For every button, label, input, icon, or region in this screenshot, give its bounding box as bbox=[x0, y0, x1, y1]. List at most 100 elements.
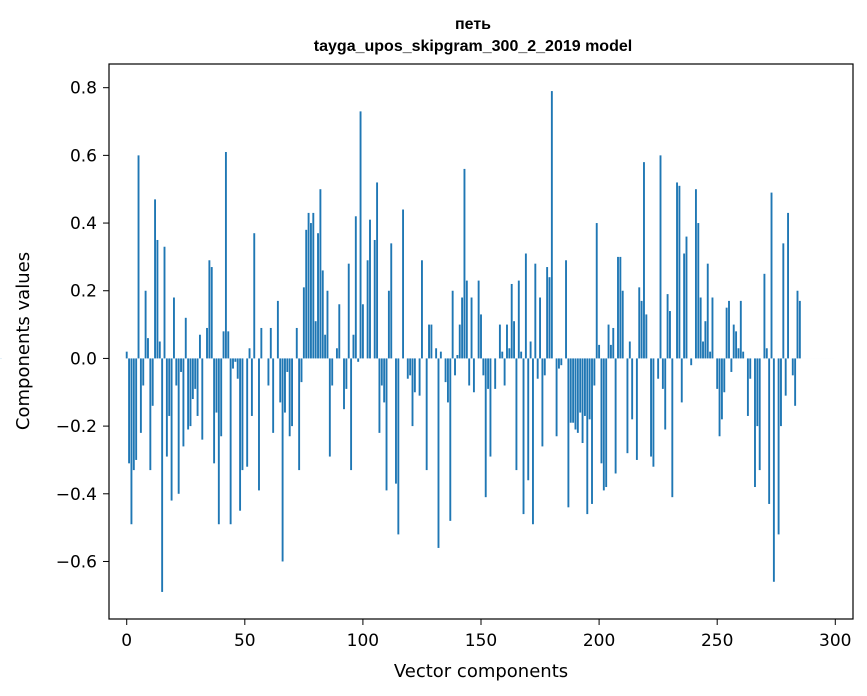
bar-258 bbox=[735, 331, 738, 359]
bar-106 bbox=[376, 182, 379, 359]
bar-129 bbox=[430, 324, 433, 359]
bar-36 bbox=[210, 267, 213, 359]
bar-166 bbox=[517, 280, 520, 359]
bar-213 bbox=[628, 341, 631, 359]
bar-72 bbox=[295, 327, 298, 359]
bar-80 bbox=[314, 321, 317, 359]
bar-220 bbox=[645, 314, 648, 359]
bar-60 bbox=[267, 358, 270, 386]
bar-8 bbox=[144, 290, 147, 359]
bar-168 bbox=[522, 358, 525, 515]
bar-4 bbox=[135, 358, 138, 460]
bar-217 bbox=[638, 287, 641, 359]
bar-93 bbox=[345, 358, 348, 389]
y-tick-label: −0.2 bbox=[56, 417, 97, 437]
bar-66 bbox=[281, 358, 284, 562]
bar-216 bbox=[635, 358, 638, 460]
bar-127 bbox=[425, 358, 428, 471]
bar-225 bbox=[657, 358, 660, 379]
bar-54 bbox=[253, 233, 256, 359]
bar-89 bbox=[335, 348, 338, 359]
bar-212 bbox=[626, 358, 629, 454]
bar-41 bbox=[222, 331, 225, 359]
bar-284 bbox=[796, 290, 799, 359]
bar-100 bbox=[361, 304, 364, 359]
bar-236 bbox=[683, 253, 686, 359]
bar-227 bbox=[661, 358, 664, 389]
bar-266 bbox=[754, 358, 756, 488]
bar-49 bbox=[241, 358, 244, 471]
bar-159 bbox=[501, 351, 504, 359]
bar-109 bbox=[383, 358, 386, 403]
y-axis-label: Components values bbox=[13, 252, 34, 430]
bar-1 bbox=[128, 358, 131, 464]
bar-223 bbox=[652, 358, 655, 467]
bar-203 bbox=[605, 358, 608, 488]
bar-62 bbox=[272, 358, 275, 433]
bar-0 bbox=[125, 351, 128, 359]
bar-22 bbox=[177, 358, 180, 494]
bar-276 bbox=[777, 358, 780, 535]
bar-78 bbox=[310, 223, 312, 359]
bar-229 bbox=[666, 294, 669, 359]
bar-244 bbox=[702, 341, 704, 359]
bar-117 bbox=[402, 209, 404, 359]
bar-115 bbox=[397, 358, 400, 535]
bar-233 bbox=[676, 182, 678, 359]
x-axis-ticks: 0 50 100 150 200 250 300 bbox=[121, 619, 852, 651]
bar-24 bbox=[182, 358, 185, 447]
bar-23 bbox=[180, 358, 182, 372]
bar-184 bbox=[560, 358, 563, 366]
bar-179 bbox=[548, 277, 551, 359]
bar-37 bbox=[213, 358, 216, 464]
bar-79 bbox=[312, 212, 315, 359]
bar-208 bbox=[617, 256, 619, 359]
bar-199 bbox=[595, 223, 598, 359]
bar-210 bbox=[621, 290, 624, 359]
bar-122 bbox=[413, 358, 416, 393]
bar-263 bbox=[746, 358, 749, 416]
x-tick-label: 300 bbox=[819, 631, 851, 651]
bar-174 bbox=[536, 358, 539, 379]
bar-14 bbox=[158, 341, 161, 359]
bar-160 bbox=[503, 358, 506, 386]
bar-151 bbox=[482, 358, 485, 376]
bar-154 bbox=[489, 358, 492, 457]
bar-274 bbox=[772, 358, 775, 582]
bar-206 bbox=[612, 327, 615, 359]
bar-260 bbox=[739, 300, 742, 359]
bar-196 bbox=[588, 358, 591, 420]
bar-180 bbox=[550, 91, 553, 359]
bar-16 bbox=[163, 246, 166, 359]
bar-144 bbox=[465, 280, 468, 359]
bar-34 bbox=[206, 327, 208, 359]
bar-171 bbox=[529, 341, 532, 359]
bar-series bbox=[0, 91, 834, 592]
bar-272 bbox=[768, 358, 771, 504]
bar-234 bbox=[678, 185, 681, 359]
bar-119 bbox=[406, 358, 409, 379]
bar-257 bbox=[732, 324, 735, 359]
bar-165 bbox=[515, 358, 518, 471]
bar-68 bbox=[286, 358, 289, 372]
x-tick-label: 200 bbox=[583, 631, 615, 651]
bar-150 bbox=[480, 314, 482, 359]
bar-57 bbox=[260, 327, 263, 359]
bar-9 bbox=[147, 338, 149, 359]
bar-230 bbox=[669, 311, 671, 359]
bar-277 bbox=[780, 358, 782, 427]
bar-61 bbox=[269, 327, 272, 359]
bar-283 bbox=[794, 358, 797, 406]
bar-190 bbox=[574, 358, 577, 430]
bar-194 bbox=[583, 358, 586, 416]
bar-102 bbox=[366, 260, 369, 359]
bar-51 bbox=[246, 358, 249, 467]
bar-81 bbox=[317, 233, 319, 359]
bar-75 bbox=[302, 287, 305, 359]
bar-85 bbox=[326, 290, 329, 359]
bar-107 bbox=[378, 358, 381, 433]
bar-112 bbox=[390, 243, 393, 359]
bar-137 bbox=[449, 358, 452, 521]
bar-40 bbox=[220, 358, 223, 437]
